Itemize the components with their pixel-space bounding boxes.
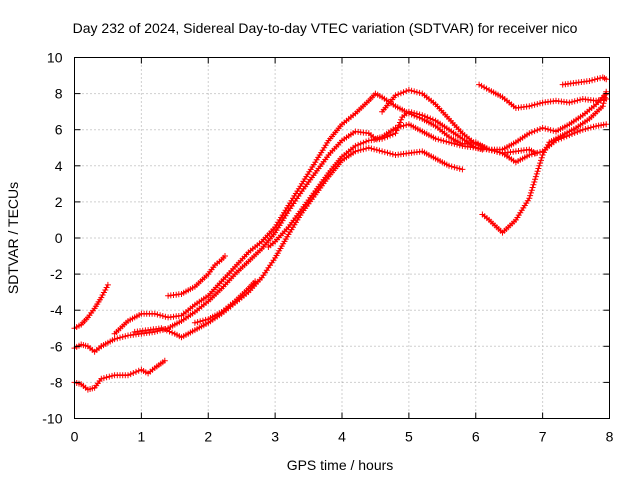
- x-tick-label: 6: [472, 429, 480, 445]
- series-6: [131, 144, 466, 341]
- series-line: [73, 284, 109, 330]
- series-5: [111, 90, 610, 337]
- y-tick-label: 8: [55, 86, 63, 102]
- series-markers: [479, 88, 610, 236]
- series-12: [559, 74, 610, 88]
- y-tick-label: 10: [47, 50, 63, 66]
- series-line: [133, 147, 464, 339]
- x-tick-label: 4: [338, 429, 346, 445]
- series-markers: [111, 90, 610, 337]
- series-9: [265, 108, 486, 250]
- series-markers: [559, 74, 610, 88]
- x-tick-label: 8: [606, 429, 614, 445]
- series-1: [71, 281, 111, 332]
- series-7: [165, 253, 228, 299]
- series-13: [479, 88, 610, 236]
- x-tick-label: 1: [137, 429, 145, 445]
- y-tick-label: -8: [50, 374, 63, 390]
- y-tick-label: -6: [50, 338, 63, 354]
- x-tick-label: 5: [405, 429, 413, 445]
- series-markers: [165, 253, 228, 299]
- ticks: [74, 57, 610, 419]
- series-markers: [71, 281, 111, 332]
- y-tick-label: -10: [42, 411, 62, 427]
- series-3: [71, 357, 168, 393]
- x-axis-label: GPS time / hours: [287, 457, 394, 473]
- x-tick-label: 7: [539, 429, 547, 445]
- y-tick-label: 2: [55, 194, 63, 210]
- series-8: [191, 278, 259, 326]
- y-tick-label: 0: [55, 230, 63, 246]
- y-tick-label: -2: [50, 266, 63, 282]
- series-markers: [71, 341, 105, 355]
- series-markers: [191, 278, 259, 326]
- series-group: [71, 74, 610, 393]
- series-markers: [379, 87, 539, 157]
- y-tick-labels: -10 -8 -6 -4 -2 0 2 4 6 8 10: [42, 50, 62, 427]
- y-tick-label: -4: [50, 302, 63, 318]
- series-markers: [476, 81, 610, 111]
- x-tick-label: 2: [204, 429, 212, 445]
- x-tick-label: 3: [271, 429, 279, 445]
- series-11: [476, 81, 610, 111]
- series-line: [267, 110, 484, 248]
- y-axis-label: SDTVAR / TECUs: [5, 182, 21, 294]
- grid: [74, 57, 610, 419]
- series-markers: [131, 144, 466, 341]
- x-tick-label: 0: [71, 429, 79, 445]
- series-markers: [71, 357, 168, 393]
- series-2: [71, 341, 105, 355]
- y-tick-label: 6: [55, 122, 63, 138]
- series-markers: [265, 108, 486, 250]
- x-tick-labels: 0 1 2 3 4 5 6 7 8: [71, 429, 614, 445]
- y-tick-label: 4: [55, 158, 63, 174]
- series-10: [379, 87, 539, 157]
- chart-title: Day 232 of 2024, Sidereal Day-to-day VTE…: [73, 20, 578, 36]
